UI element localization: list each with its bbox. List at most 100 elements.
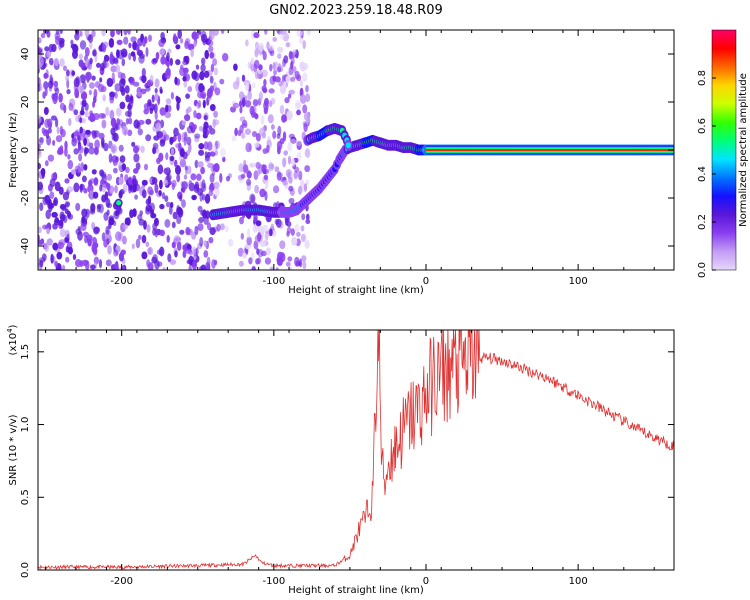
heatmap-cell <box>195 64 200 70</box>
heatmap-cell <box>263 30 268 35</box>
heatmap-cell <box>56 251 63 260</box>
heatmap-cell <box>288 197 295 205</box>
heatmap-cell <box>222 52 229 62</box>
heatmap-cell <box>174 250 178 258</box>
heatmap-cell <box>304 239 310 249</box>
heatmap-cell <box>142 189 147 199</box>
heatmap-cell <box>154 87 158 94</box>
heatmap-cell <box>256 248 260 255</box>
heatmap-cell <box>158 152 164 162</box>
heatmap-cell <box>128 117 133 125</box>
heatmap-cell <box>301 213 306 221</box>
heatmap-cell <box>243 164 249 173</box>
heatmap-cell <box>116 118 121 126</box>
heatmap-cell <box>264 257 271 265</box>
heatmap-cell <box>150 212 157 219</box>
heatmap-cell <box>78 153 83 162</box>
heatmap-cell <box>49 178 56 187</box>
heatmap-cell <box>38 60 42 70</box>
heatmap-cell <box>119 78 126 88</box>
heatmap-cell <box>182 76 187 82</box>
heatmap-cell <box>177 132 182 143</box>
heatmap-cell <box>44 160 49 167</box>
heatmap-cell <box>59 102 65 111</box>
heatmap-cell <box>66 233 70 243</box>
heatmap-cell <box>47 154 55 162</box>
heatmap-cell <box>165 104 169 113</box>
heatmap-cell <box>55 35 60 46</box>
heatmap-cell <box>179 194 183 202</box>
heatmap-cell <box>171 221 176 229</box>
heatmap-cell <box>248 257 253 265</box>
y-tick-label: 0.0 <box>20 562 31 578</box>
heatmap-cell <box>296 140 302 147</box>
heatmap-cell <box>181 183 186 194</box>
heatmap-cell <box>258 91 263 102</box>
heatmap-cell <box>199 71 205 81</box>
heatmap-cell <box>59 203 67 210</box>
heatmap-cell <box>261 69 268 78</box>
heatmap-cell <box>295 102 301 110</box>
heatmap-cell <box>294 70 300 80</box>
heatmap-cell <box>49 60 54 66</box>
heatmap-cell <box>246 178 252 186</box>
heatmap-cell <box>84 30 90 38</box>
heatmap-cell <box>151 256 158 264</box>
heatmap-cell <box>103 142 109 152</box>
heatmap-cell <box>273 69 277 76</box>
heatmap-cell <box>188 143 192 153</box>
heatmap-cell <box>257 232 262 242</box>
figure-title: GN02.2023.259.18.48.R09 <box>269 3 443 18</box>
heatmap-cell <box>109 185 115 194</box>
heatmap-cell <box>141 67 146 78</box>
heatmap-cell <box>206 90 212 99</box>
heatmap-cell <box>64 178 70 184</box>
heatmap-cell <box>182 250 187 258</box>
heatmap-cell <box>186 136 192 146</box>
heatmap-cell <box>154 183 159 194</box>
heatmap-cell <box>71 137 78 143</box>
heatmap-cell <box>181 120 187 126</box>
heatmap-cell <box>122 224 129 230</box>
heatmap-cell <box>198 217 205 223</box>
heatmap-cell <box>208 125 213 131</box>
heatmap-cell <box>188 264 192 270</box>
heatmap-cell <box>53 58 59 67</box>
heatmap-cell <box>274 166 280 173</box>
heatmap-cell <box>119 155 126 163</box>
heatmap-cell <box>288 185 294 192</box>
heatmap-cell <box>115 30 122 35</box>
heatmap-cell <box>252 131 257 138</box>
heatmap-cell <box>87 237 92 247</box>
heatmap-cell <box>65 75 69 82</box>
heatmap-cell <box>249 162 256 168</box>
tone-band-core <box>425 149 674 151</box>
heatmap-cell <box>253 240 259 250</box>
heatmap-cell <box>141 251 148 260</box>
heatmap-cell <box>47 80 54 89</box>
heatmap-cell <box>116 39 123 45</box>
heatmap-cell <box>291 236 298 246</box>
heatmap-cell <box>242 252 247 259</box>
heatmap-cell <box>270 223 274 231</box>
heatmap-cell <box>105 106 110 116</box>
heatmap-cell <box>247 228 251 239</box>
heatmap-cell <box>177 241 182 251</box>
heatmap-cell <box>202 37 206 46</box>
heatmap-cell <box>246 170 252 179</box>
snr-frame <box>37 329 675 571</box>
heatmap-cell <box>281 74 285 83</box>
heatmap-cell <box>72 50 78 59</box>
colorbar-ticks: 0.0 0.2 0.4 0.6 0.8 <box>697 70 716 278</box>
heatmap-cell <box>88 82 95 89</box>
x-tick-label: 100 <box>569 576 588 587</box>
heatmap-cell <box>167 253 172 263</box>
heatmap-cell <box>159 107 167 116</box>
heatmap-cell <box>83 164 88 171</box>
heatmap-cell <box>190 173 197 181</box>
heatmap-cell <box>254 41 260 50</box>
heatmap-cell <box>154 92 159 101</box>
heatmap-cell <box>54 87 60 95</box>
heatmap-cell <box>59 30 63 34</box>
heatmap-cell <box>98 132 105 140</box>
